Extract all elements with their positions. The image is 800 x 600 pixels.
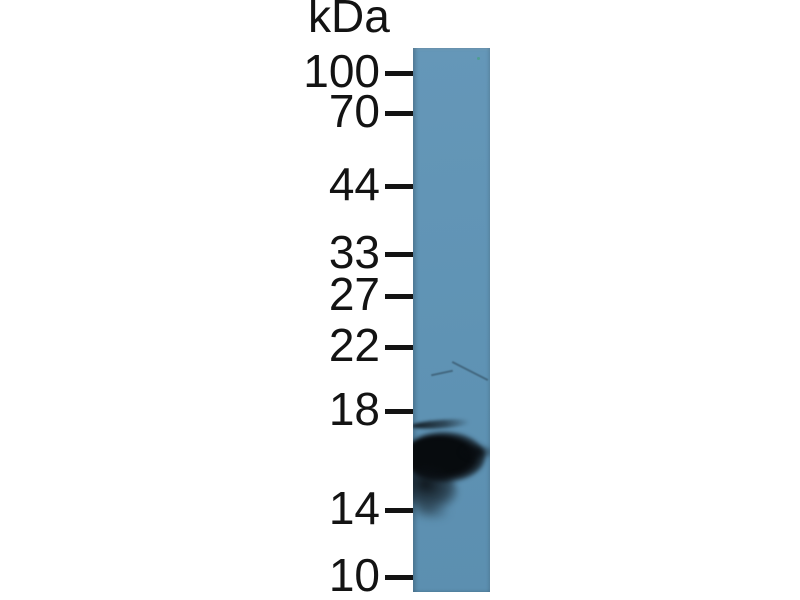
lane-speck bbox=[477, 57, 480, 60]
marker-row-10: 10 bbox=[260, 549, 415, 600]
marker-tick bbox=[385, 183, 415, 189]
marker-label: 100 bbox=[303, 45, 380, 97]
marker-row-33: 33 bbox=[260, 226, 415, 278]
marker-label: 18 bbox=[328, 383, 380, 435]
marker-tick bbox=[385, 408, 415, 414]
protein-band-tip bbox=[459, 444, 490, 460]
marker-tick bbox=[385, 293, 415, 299]
marker-row-100: 100 bbox=[260, 45, 415, 97]
marker-tick bbox=[385, 507, 415, 513]
lane-scratch-left bbox=[431, 369, 453, 377]
kda-unit-label: kDa bbox=[308, 0, 390, 42]
marker-label: 10 bbox=[328, 549, 380, 600]
lane-scratch-right bbox=[451, 361, 489, 381]
marker-tick bbox=[385, 110, 415, 116]
marker-label: 14 bbox=[328, 482, 380, 534]
marker-label: 22 bbox=[328, 319, 380, 371]
marker-tick bbox=[385, 344, 415, 350]
marker-tick bbox=[385, 251, 415, 257]
marker-label: 44 bbox=[328, 158, 380, 210]
marker-label: 27 bbox=[328, 268, 380, 320]
marker-label: 70 bbox=[328, 85, 380, 137]
marker-row-70: 70 bbox=[260, 85, 415, 137]
band-top-streak bbox=[413, 417, 474, 431]
marker-tick bbox=[385, 574, 415, 580]
blot-lane bbox=[413, 48, 490, 592]
marker-row-44: 44 bbox=[260, 158, 415, 210]
marker-row-18: 18 bbox=[260, 383, 415, 435]
marker-label: 33 bbox=[328, 226, 380, 278]
marker-tick bbox=[385, 70, 415, 76]
marker-row-27: 27 bbox=[260, 268, 415, 320]
marker-row-14: 14 bbox=[260, 482, 415, 534]
marker-row-22: 22 bbox=[260, 319, 415, 371]
